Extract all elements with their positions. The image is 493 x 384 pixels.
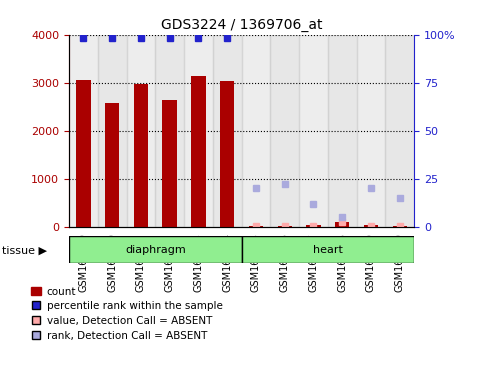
Bar [127,35,155,227]
Bar [242,236,414,263]
Bar [278,226,292,227]
Bar [213,35,242,227]
Bar [220,81,234,227]
Bar [306,225,320,227]
Bar [356,35,386,227]
Text: tissue ▶: tissue ▶ [2,246,47,256]
Bar [270,35,299,227]
Bar [155,35,184,227]
Bar [105,103,119,227]
Bar [386,35,414,227]
Legend: count, percentile rank within the sample, value, Detection Call = ABSENT, rank, : count, percentile rank within the sample… [30,286,223,342]
Bar [299,35,328,227]
Bar [163,100,177,227]
Bar [191,76,206,227]
Bar [184,35,213,227]
Text: diaphragm: diaphragm [125,245,186,255]
Bar [69,236,242,263]
Bar [364,225,378,227]
Title: GDS3224 / 1369706_at: GDS3224 / 1369706_at [161,18,322,32]
Bar [242,35,270,227]
Bar [134,84,148,227]
Bar [335,222,350,227]
Text: heart: heart [313,245,343,255]
Bar [69,35,98,227]
Bar [76,80,91,227]
Bar [392,226,407,227]
Bar [249,226,263,227]
Bar [98,35,127,227]
Bar [328,35,356,227]
